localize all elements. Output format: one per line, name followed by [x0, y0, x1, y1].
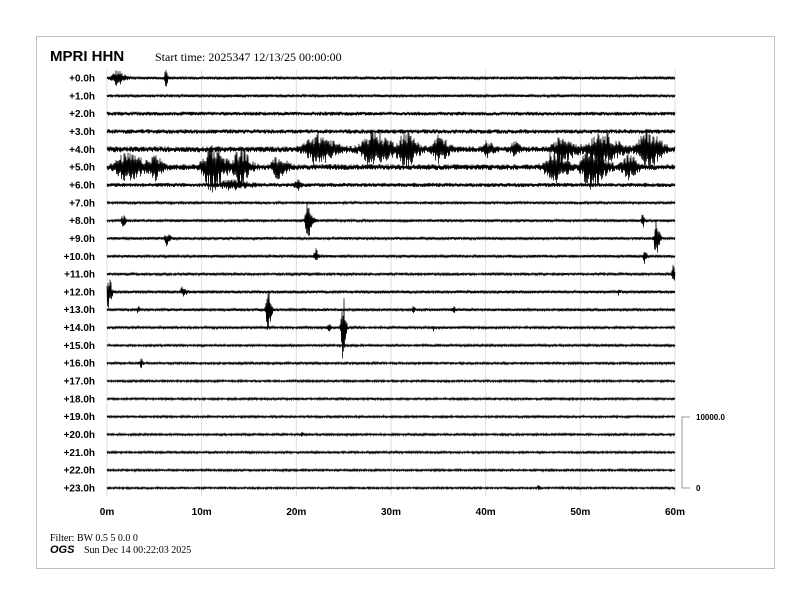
trace-row [106, 279, 676, 308]
row-labels: +0.0h +1.0h +2.0h +3.0h +4.0h +5.0h +6.0h +7.0h… [64, 74, 95, 495]
row-label: +16.0h [64, 359, 95, 370]
trace-row [106, 358, 676, 369]
trace-row [106, 203, 676, 236]
filter-label: Filter: BW 0.5 5 0.0 0 [50, 533, 138, 544]
row-label: +22.0h [64, 466, 95, 477]
seismic-traces [106, 70, 676, 491]
trace-row [106, 484, 676, 491]
plot-frame [36, 36, 775, 569]
x-tick-labels: 0m 10m 20m 30m 40m 50m 60m [100, 507, 685, 518]
trace-row [106, 179, 676, 191]
grid-lines [106, 70, 676, 496]
trace-row [106, 200, 676, 206]
row-label: +23.0h [64, 484, 95, 495]
trace-row [106, 378, 676, 384]
row-label: +19.0h [64, 412, 95, 423]
row-label: +7.0h [69, 198, 95, 209]
row-label: +3.0h [69, 127, 95, 138]
trace-row [106, 431, 676, 438]
trace-row [106, 128, 676, 170]
trace-row [106, 396, 676, 402]
trace-row [106, 111, 676, 117]
row-label: +4.0h [69, 145, 95, 156]
x-tick-label: 40m [476, 507, 496, 518]
x-tick-label: 60m [665, 507, 685, 518]
row-label: +10.0h [64, 252, 95, 263]
trace-row [106, 467, 676, 473]
x-tick-label: 20m [286, 507, 306, 518]
row-label: +18.0h [64, 394, 95, 405]
row-label: +0.0h [69, 74, 95, 85]
x-tick-label: 10m [192, 507, 212, 518]
station-title: MPRI HHN [50, 48, 124, 65]
row-label: +20.0h [64, 430, 95, 441]
scale-bar: 10000.0 0 [681, 413, 725, 493]
row-label: +12.0h [64, 287, 95, 298]
row-label: +5.0h [69, 163, 95, 174]
row-label: +13.0h [64, 305, 95, 316]
trace-row [106, 248, 676, 264]
scale-bar-top-label: 10000.0 [696, 413, 725, 422]
trace-row [106, 264, 676, 281]
generated-time: Sun Dec 14 00:22:03 2025 [84, 545, 191, 556]
trace-row [106, 70, 676, 87]
row-label: +6.0h [69, 180, 95, 191]
row-label: +11.0h [64, 270, 95, 281]
row-label: +17.0h [64, 377, 95, 388]
row-label: +8.0h [69, 216, 95, 227]
row-label: +2.0h [69, 109, 95, 120]
trace-row [106, 342, 676, 348]
trace-row [106, 414, 676, 420]
x-tick-label: 30m [381, 507, 401, 518]
row-label: +21.0h [64, 448, 95, 459]
row-label: +1.0h [69, 91, 95, 102]
row-label: +14.0h [64, 323, 95, 334]
trace-row [106, 145, 676, 193]
row-label: +9.0h [69, 234, 95, 245]
trace-row [106, 93, 676, 99]
start-time: Start time: 2025347 12/13/25 00:00:00 [155, 50, 342, 64]
scale-bar-bracket [681, 416, 690, 489]
trace-row [106, 290, 676, 331]
trace-row [106, 449, 676, 455]
scale-bar-bottom-label: 0 [696, 484, 701, 493]
x-tick-label: 50m [570, 507, 590, 518]
row-label: +15.0h [64, 341, 95, 352]
ogs-logo: OGS [50, 544, 75, 556]
trace-row [106, 298, 676, 359]
trace-row [106, 219, 676, 253]
x-tick-label: 0m [100, 507, 115, 518]
trace-row [106, 129, 676, 134]
